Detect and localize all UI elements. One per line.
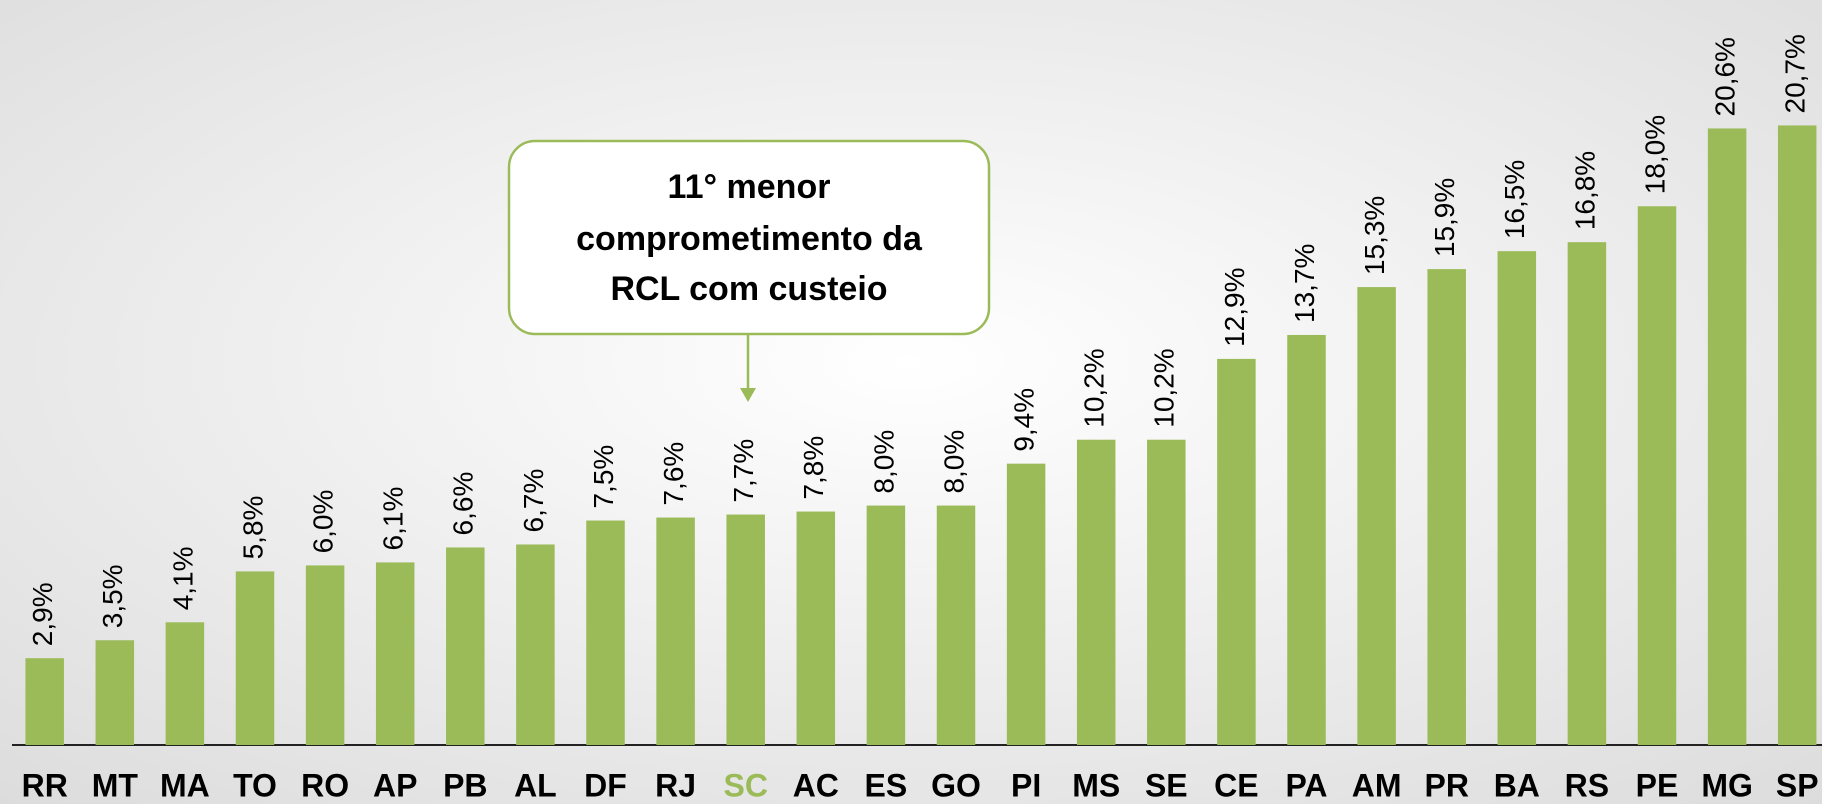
bar — [1707, 128, 1747, 745]
x-tick-label: SC — [723, 767, 767, 803]
annotation-arrowhead — [740, 388, 756, 402]
value-label: 10,2% — [1079, 348, 1110, 427]
x-tick-label: MS — [1072, 767, 1120, 803]
x-tick-label: RR — [22, 767, 68, 803]
bar — [1217, 358, 1256, 745]
value-label: 12,9% — [1219, 267, 1250, 346]
bar — [656, 517, 695, 745]
value-label: 18,0% — [1639, 115, 1670, 194]
x-tick-label: PE — [1636, 767, 1679, 803]
value-label: 15,9% — [1429, 178, 1460, 257]
x-tick-label: PR — [1424, 767, 1468, 803]
value-label: 6,0% — [307, 490, 338, 554]
value-label: 2,9% — [27, 582, 58, 646]
value-label: 8,0% — [868, 430, 899, 494]
annotation-text: comprometimento da — [576, 220, 923, 258]
value-label: 5,8% — [237, 496, 268, 560]
x-tick-label: SP — [1776, 767, 1819, 803]
value-label: 16,8% — [1569, 151, 1600, 230]
value-label: 6,7% — [518, 469, 549, 533]
value-label: 6,1% — [378, 487, 409, 551]
value-label: 7,5% — [588, 445, 619, 509]
x-tick-label: RO — [301, 767, 349, 803]
bar — [1006, 463, 1046, 745]
x-tick-label: BA — [1494, 767, 1540, 803]
x-tick-label: RS — [1565, 767, 1609, 803]
bar — [165, 622, 205, 745]
value-label: 20,7% — [1780, 34, 1811, 113]
bar — [936, 505, 976, 745]
value-label: 4,1% — [167, 546, 198, 610]
bar — [235, 571, 275, 745]
x-tick-label: RJ — [655, 767, 696, 803]
bar — [25, 658, 64, 745]
value-label: 13,7% — [1289, 244, 1320, 323]
value-label: 7,8% — [798, 436, 829, 500]
bar — [866, 505, 906, 745]
x-tick-label: SE — [1145, 767, 1188, 803]
x-tick-label: PA — [1285, 767, 1327, 803]
x-tick-label: AM — [1352, 767, 1402, 803]
bar — [1637, 206, 1677, 745]
x-tick-label: PI — [1011, 767, 1041, 803]
bar — [446, 547, 485, 745]
value-label: 6,6% — [448, 472, 479, 536]
bar — [726, 514, 765, 745]
bar — [1567, 242, 1607, 745]
bar — [1287, 334, 1326, 745]
bar — [1357, 287, 1396, 745]
bar — [1777, 125, 1817, 746]
x-tick-label: AL — [514, 767, 557, 803]
x-tick-label: AC — [793, 767, 839, 803]
bar — [305, 565, 345, 745]
value-label: 20,6% — [1709, 37, 1740, 116]
bar — [1147, 439, 1186, 745]
bar — [586, 520, 625, 745]
x-tick-label: MG — [1701, 767, 1753, 803]
value-label: 16,5% — [1499, 160, 1530, 239]
x-tick-label: ES — [865, 767, 908, 803]
value-label: 7,7% — [728, 439, 759, 503]
annotation-text: 11° menor — [668, 168, 831, 206]
x-tick-label: MT — [92, 767, 139, 803]
annotation: 11° menor comprometimento da RCL com cus… — [507, 139, 991, 402]
value-label: 9,4% — [1008, 388, 1039, 452]
x-tick-label: CE — [1214, 767, 1258, 803]
x-tick-label: PB — [443, 767, 487, 803]
bar — [1076, 439, 1116, 745]
bar — [1497, 251, 1537, 745]
annotation-text: RCL com custeio — [610, 270, 887, 308]
bar — [375, 562, 415, 745]
bar — [516, 544, 555, 745]
value-label: 3,5% — [97, 564, 128, 628]
value-label: 15,3% — [1359, 196, 1390, 275]
x-tick-label: MA — [160, 767, 210, 803]
value-label: 8,0% — [938, 430, 969, 494]
bar — [796, 511, 836, 745]
bar — [1427, 269, 1466, 745]
x-tick-label: DF — [584, 767, 627, 803]
x-tick-label: AP — [373, 767, 417, 803]
x-tick-label: TO — [233, 767, 277, 803]
x-tick-label: GO — [931, 767, 981, 803]
value-label: 10,2% — [1149, 348, 1180, 427]
bar — [95, 640, 135, 745]
value-label: 7,6% — [658, 442, 689, 506]
